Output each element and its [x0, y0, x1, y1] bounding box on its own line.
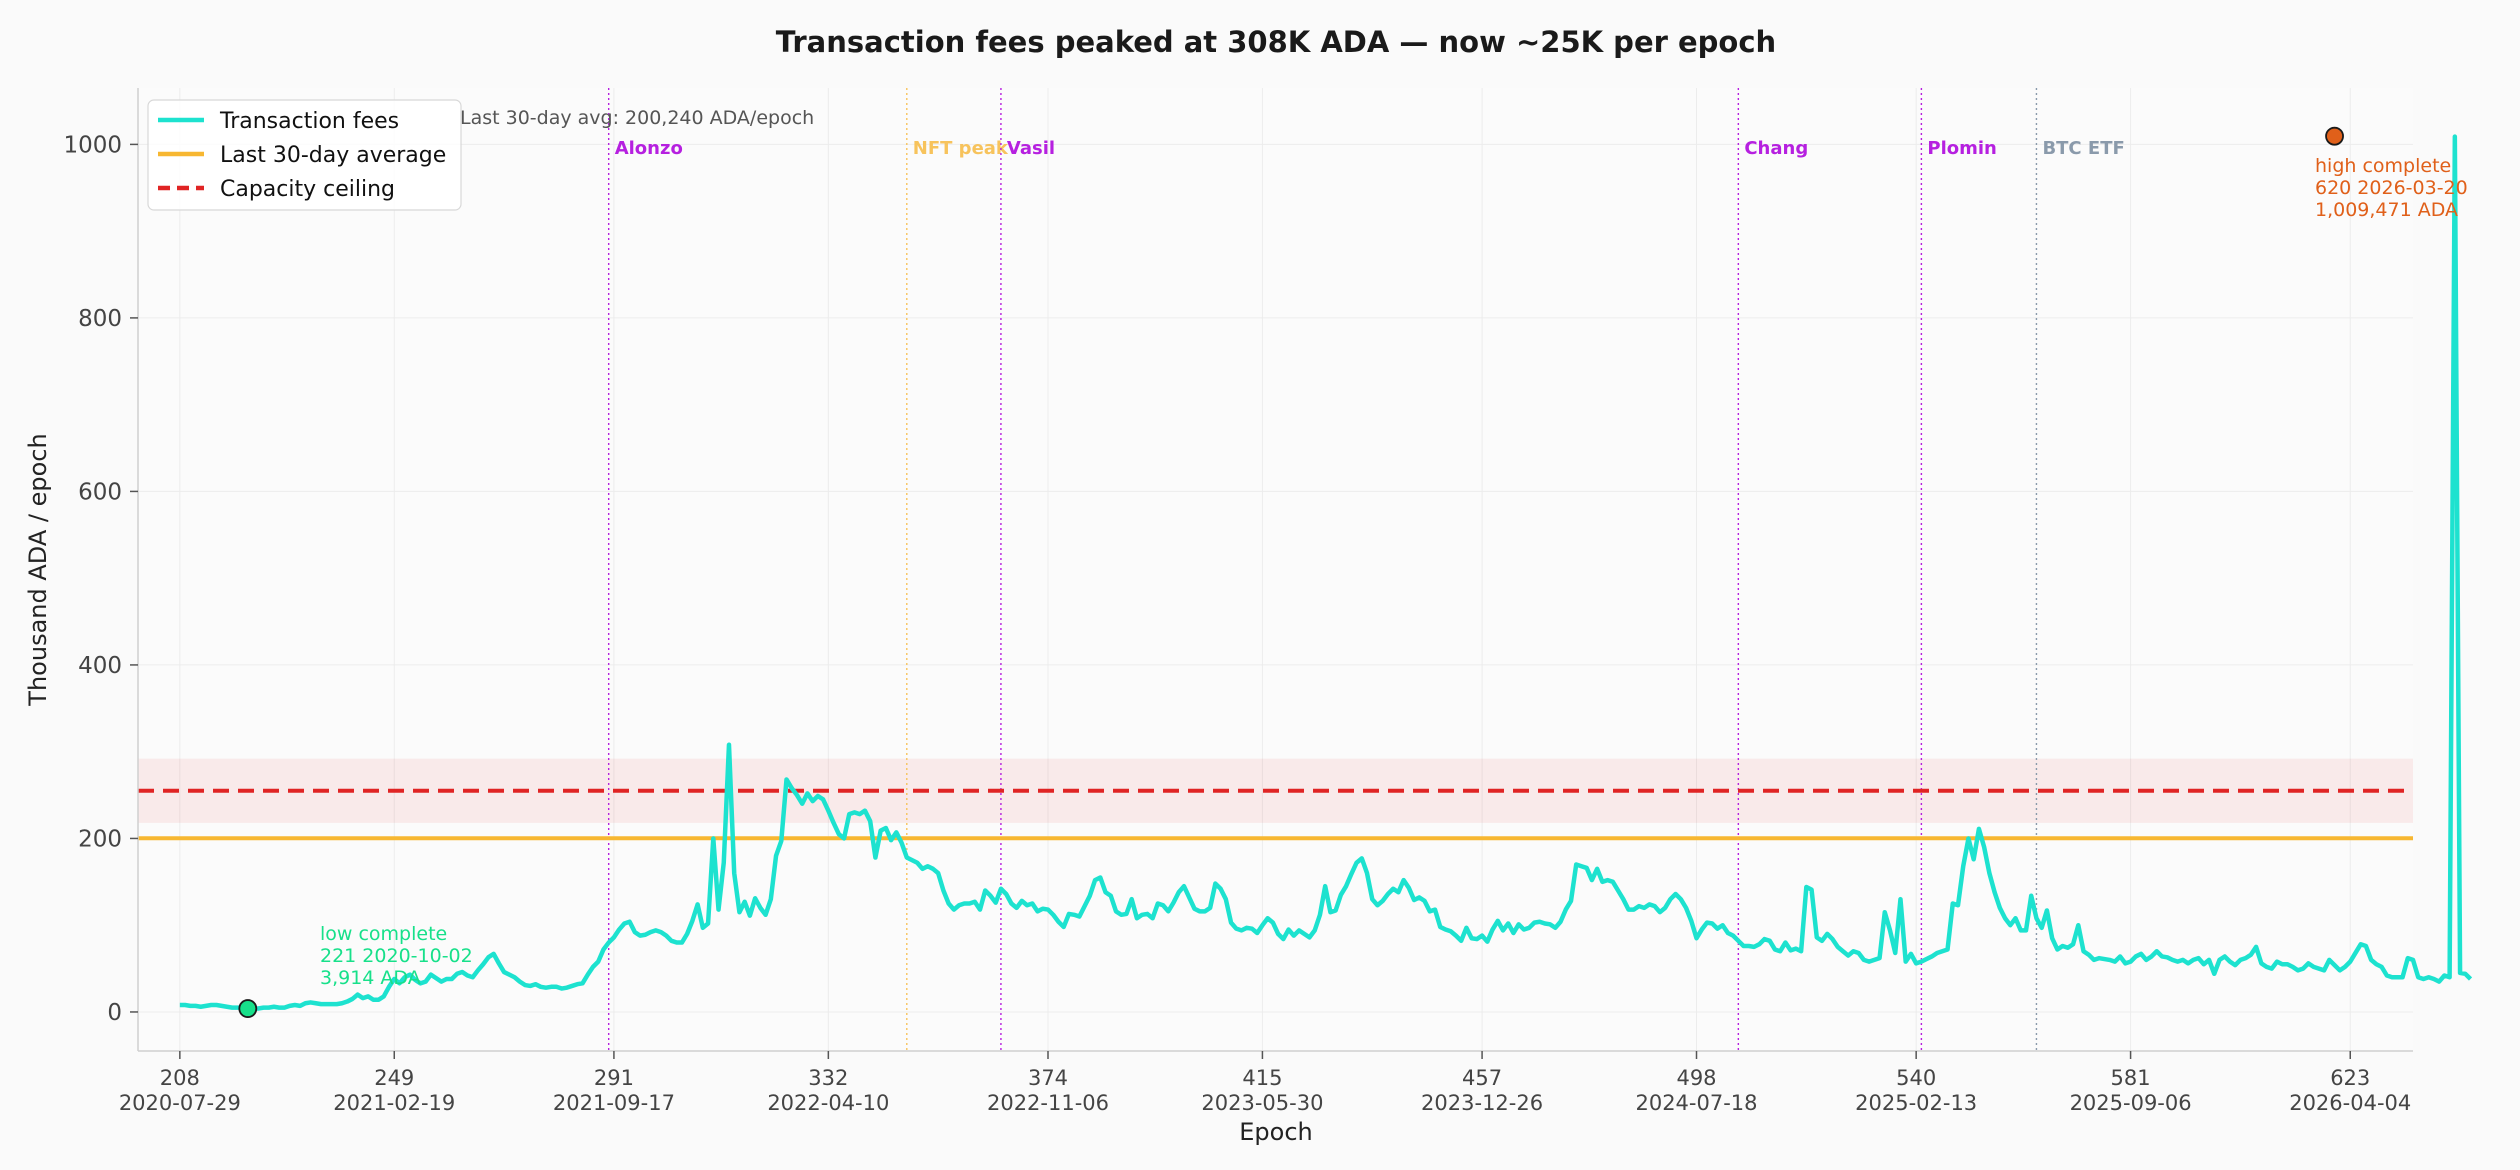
event-label: Vasil [1007, 138, 1055, 159]
y-tick-label: 1000 [63, 132, 122, 158]
y-axis-label: Thousand ADA / epoch [24, 433, 52, 706]
x-tick-date: 2022-11-06 [987, 1091, 1109, 1115]
x-tick-date: 2020-07-29 [119, 1091, 241, 1115]
x-tick-epoch: 457 [1462, 1066, 1502, 1090]
high-annotation-line: high complete [2315, 155, 2451, 177]
x-tick-epoch: 208 [160, 1066, 200, 1090]
x-axis-label: Epoch [1239, 1118, 1313, 1146]
x-tick-date: 2026-04-04 [2289, 1091, 2411, 1115]
plot-area [138, 88, 2413, 1051]
high-annotation-line: 1,009,471 ADA [2315, 199, 2458, 221]
event-label: Chang [1744, 138, 1808, 159]
y-tick-label: 0 [107, 1000, 122, 1026]
x-tick-date: 2023-12-26 [1421, 1091, 1543, 1115]
high-point-marker [2325, 126, 2344, 146]
x-tick-date: 2022-04-10 [767, 1091, 889, 1115]
x-tick-date: 2023-05-30 [1201, 1091, 1323, 1115]
x-tick-epoch: 581 [2111, 1066, 2151, 1090]
x-tick-epoch: 249 [374, 1066, 414, 1090]
event-label: NFT peak [913, 138, 1009, 159]
x-tick-date: 2025-02-13 [1855, 1091, 1977, 1115]
event-label: Plomin [1927, 138, 1996, 159]
low-annotation-line: low complete [320, 923, 447, 945]
legend-label: Capacity ceiling [220, 177, 395, 202]
x-tick-epoch: 540 [1896, 1066, 1936, 1090]
chart-title: Transaction fees peaked at 308K ADA — no… [776, 25, 1776, 59]
x-tick-epoch: 332 [808, 1066, 848, 1090]
high-annotation-line: 620 2026-03-20 [2315, 177, 2468, 199]
legend-label: Last 30-day average [220, 143, 446, 168]
legend-box [147, 99, 462, 211]
x-tick-date: 2025-09-06 [2070, 1091, 2192, 1115]
y-tick-label: 200 [78, 826, 122, 852]
x-tick-epoch: 623 [2330, 1066, 2370, 1090]
y-tick-label: 400 [78, 653, 122, 679]
average-note: Last 30-day avg: 200,240 ADA/epoch [460, 107, 814, 129]
x-tick-date: 2024-07-18 [1635, 1091, 1757, 1115]
x-tick-epoch: 415 [1242, 1066, 1282, 1090]
low-annotation-line: 3,914 ADA [320, 967, 421, 989]
low-point-marker [238, 999, 258, 1018]
y-tick-label: 600 [78, 479, 122, 505]
fees-series-line [179, 134, 2473, 1011]
x-tick-epoch: 374 [1028, 1066, 1068, 1090]
event-label: Alonzo [615, 138, 683, 159]
legend-label: Transaction fees [219, 109, 399, 134]
low-annotation-line: 221 2020-10-02 [320, 945, 473, 967]
event-label: BTC ETF [2042, 138, 2124, 159]
x-tick-epoch: 498 [1676, 1066, 1716, 1090]
x-tick-date: 2021-02-19 [333, 1091, 455, 1115]
x-tick-epoch: 291 [594, 1066, 634, 1090]
x-tick-date: 2021-09-17 [553, 1091, 675, 1115]
y-tick-label: 800 [78, 306, 122, 332]
